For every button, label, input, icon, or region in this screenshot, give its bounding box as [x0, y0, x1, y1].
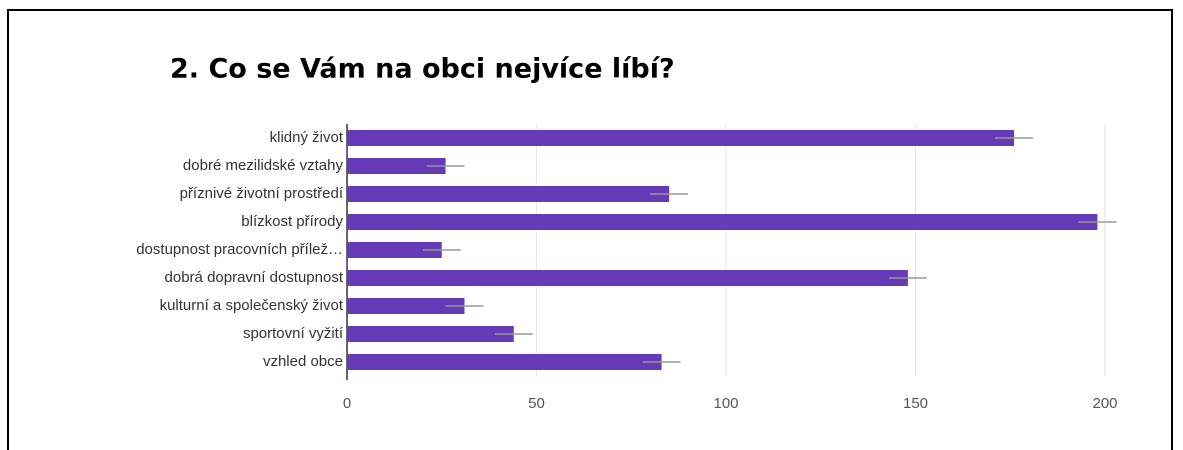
bar — [347, 326, 514, 342]
y-tick-label: blízkost přírody — [241, 213, 343, 230]
y-tick-label: vzhled obce — [263, 353, 343, 370]
y-tick-label: dostupnost pracovních přílež… — [136, 241, 343, 258]
x-tick-label: 0 — [343, 395, 351, 412]
chart-title: 2. Co se Vám na obci nejvíce líbí? — [170, 54, 675, 85]
bar — [347, 186, 670, 202]
x-tick-label: 50 — [528, 395, 545, 412]
y-tick-label: příznivé životní prostředí — [180, 185, 344, 202]
y-tick-label: dobré mezilidské vztahy — [183, 157, 344, 174]
bar — [347, 214, 1098, 230]
y-tick-label: dobrá dopravní dostupnost — [165, 269, 344, 286]
y-tick-label: kulturní a společenský život — [160, 297, 344, 314]
y-tick-label: klidný život — [270, 129, 344, 146]
x-tick-label: 100 — [713, 395, 738, 412]
frame — [7, 9, 1173, 450]
bar — [347, 158, 446, 174]
x-tick-label: 200 — [1092, 395, 1117, 412]
bar — [347, 130, 1015, 146]
bar — [347, 298, 465, 314]
bar — [347, 354, 662, 370]
bar — [347, 270, 908, 286]
x-tick-label: 150 — [903, 395, 928, 412]
y-tick-label: sportovní vyžití — [243, 325, 344, 342]
bar — [347, 242, 442, 258]
